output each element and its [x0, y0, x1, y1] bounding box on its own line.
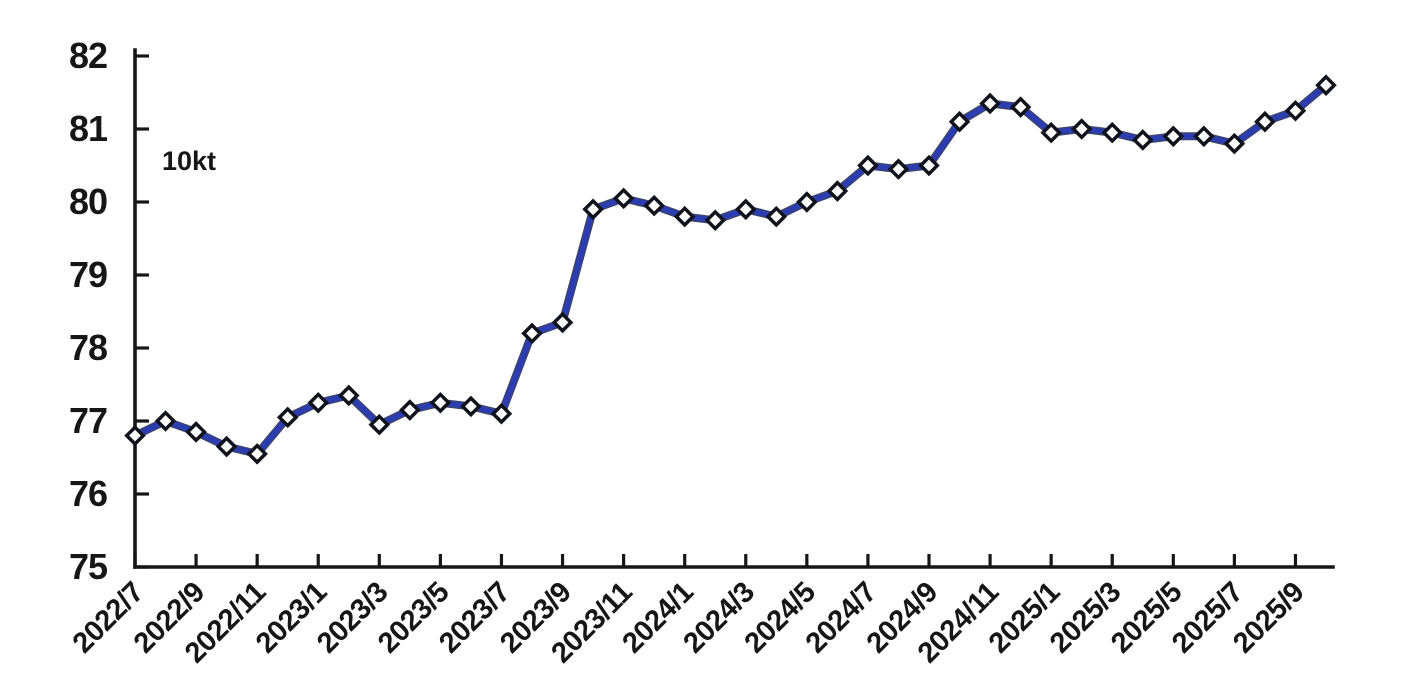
data-point-marker: [460, 395, 482, 418]
y-tick-label: 75: [69, 546, 108, 587]
data-point-marker: [857, 154, 879, 177]
data-point-marker: [521, 322, 543, 345]
data-point-marker: [490, 402, 513, 425]
data-point-marker: [1254, 110, 1276, 133]
y-tick-label: 78: [69, 327, 107, 368]
y-tick-label: 76: [69, 473, 107, 514]
data-point-marker: [948, 110, 971, 133]
data-point-marker: [612, 187, 635, 210]
series-line: [132, 82, 1329, 457]
data-point-marker: [643, 194, 665, 217]
y-tick-label: 80: [69, 181, 107, 222]
data-point-marker: [1040, 121, 1062, 144]
x-tick-label: 2025/9: [1227, 576, 1310, 659]
data-point-marker: [246, 443, 268, 465]
data-point-marker: [826, 180, 849, 202]
data-point-marker: [215, 435, 238, 458]
data-point-marker: [551, 311, 574, 334]
data-point-marker: [765, 205, 788, 228]
data-point-marker: [429, 391, 452, 414]
data-point-marker: [307, 391, 330, 414]
data-point-marker: [918, 154, 940, 177]
data-point-marker: [887, 158, 910, 180]
data-point-marker: [124, 424, 146, 447]
data-point-marker: [796, 191, 818, 213]
data-point-marker: [1131, 129, 1154, 151]
data-point-marker: [704, 209, 727, 232]
data-point-marker: [1223, 132, 1246, 155]
data-point-marker: [979, 92, 1001, 115]
data-point-marker: [1070, 118, 1093, 140]
data-point-marker: [734, 198, 757, 221]
data-point-marker: [1315, 74, 1337, 96]
y-tick-label: 82: [69, 35, 107, 76]
data-point-marker: [1193, 125, 1215, 148]
data-point-marker: [399, 399, 421, 421]
y-tick-label: 79: [69, 254, 107, 295]
data-point-marker: [185, 421, 207, 443]
plot-area: 75767778798081822022/72022/92022/112023/…: [67, 35, 1337, 669]
data-point-marker: [337, 384, 360, 407]
data-point-marker: [673, 205, 696, 228]
data-point-marker: [368, 413, 391, 436]
unit-label: 10kt: [162, 146, 216, 176]
y-tick-label: 81: [69, 108, 108, 149]
y-tick-label: 77: [69, 400, 107, 441]
data-point-marker: [154, 410, 177, 432]
data-point-marker: [276, 406, 299, 429]
data-point-marker: [1009, 96, 1032, 118]
data-point-marker: [1101, 121, 1124, 144]
data-point-marker: [582, 198, 604, 221]
data-point-marker: [1284, 99, 1307, 122]
data-point-marker: [1162, 125, 1185, 148]
